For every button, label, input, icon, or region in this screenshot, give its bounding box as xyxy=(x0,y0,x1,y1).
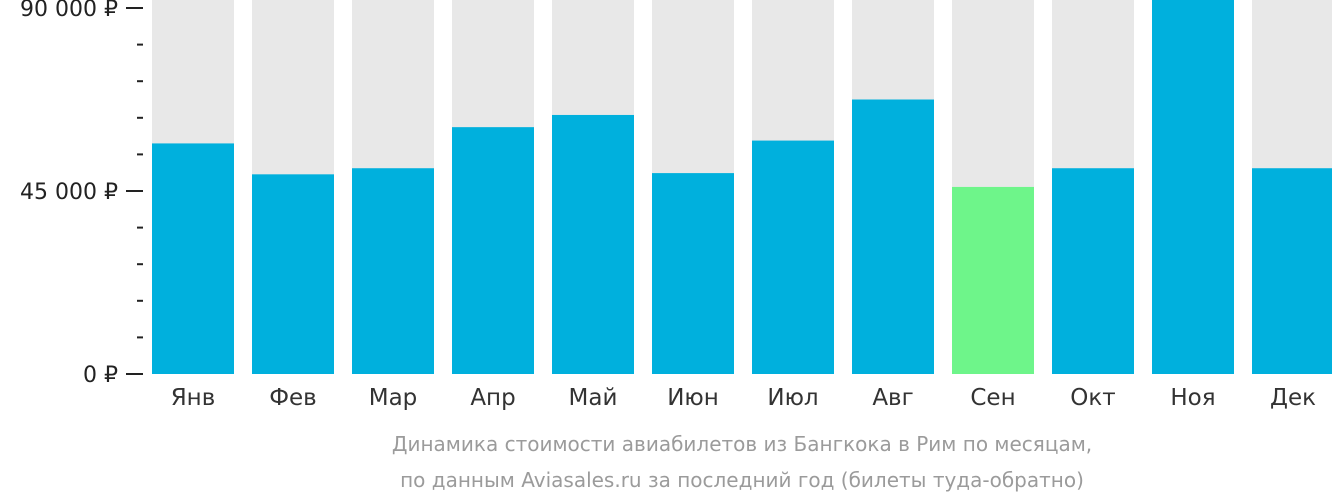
bar-10 xyxy=(1052,168,1134,374)
x-axis-labels: Янв Фев Мар Апр Май Июн Июл Авг Сен Окт Ноя Дек xyxy=(171,385,1316,411)
y-tick-label-2: 45 000 ₽ xyxy=(20,180,118,205)
x-tick-label-7: Июл xyxy=(767,385,818,411)
x-tick-label-8: Авг xyxy=(872,385,913,411)
caption-line-2: по данным Aviasales.ru за последний год … xyxy=(400,468,1084,492)
x-tick-label-1: Янв xyxy=(171,385,216,411)
caption-line-1: Динамика стоимости авиабилетов из Бангко… xyxy=(391,432,1093,456)
y-tick-label-3: 90 000 ₽ xyxy=(20,0,118,22)
y-tick-label-1: 0 ₽ xyxy=(83,363,118,388)
bar-8 xyxy=(852,99,934,374)
bar-3 xyxy=(352,168,434,374)
bar-1 xyxy=(152,143,234,374)
x-tick-label-6: Июн xyxy=(667,385,719,411)
bar-12 xyxy=(1252,168,1332,374)
bar-11 xyxy=(1152,0,1234,374)
bar-7 xyxy=(752,140,834,374)
bar-2 xyxy=(252,174,334,374)
x-tick-label-12: Дек xyxy=(1270,385,1316,411)
y-axis: 0 ₽ 45 000 ₽ 90 000 ₽ xyxy=(20,0,143,388)
x-tick-label-5: Май xyxy=(569,385,618,411)
x-tick-label-9: Сен xyxy=(970,385,1015,411)
bar-6 xyxy=(652,173,734,374)
bars xyxy=(152,0,1332,374)
x-tick-label-3: Мар xyxy=(369,385,418,411)
x-tick-label-4: Апр xyxy=(470,385,515,411)
x-tick-label-10: Окт xyxy=(1070,385,1115,411)
bar-9 xyxy=(952,186,1034,374)
bar-5 xyxy=(552,114,634,374)
x-tick-label-11: Ноя xyxy=(1170,385,1215,411)
bar-4 xyxy=(452,127,534,374)
x-tick-label-2: Фев xyxy=(269,385,317,411)
